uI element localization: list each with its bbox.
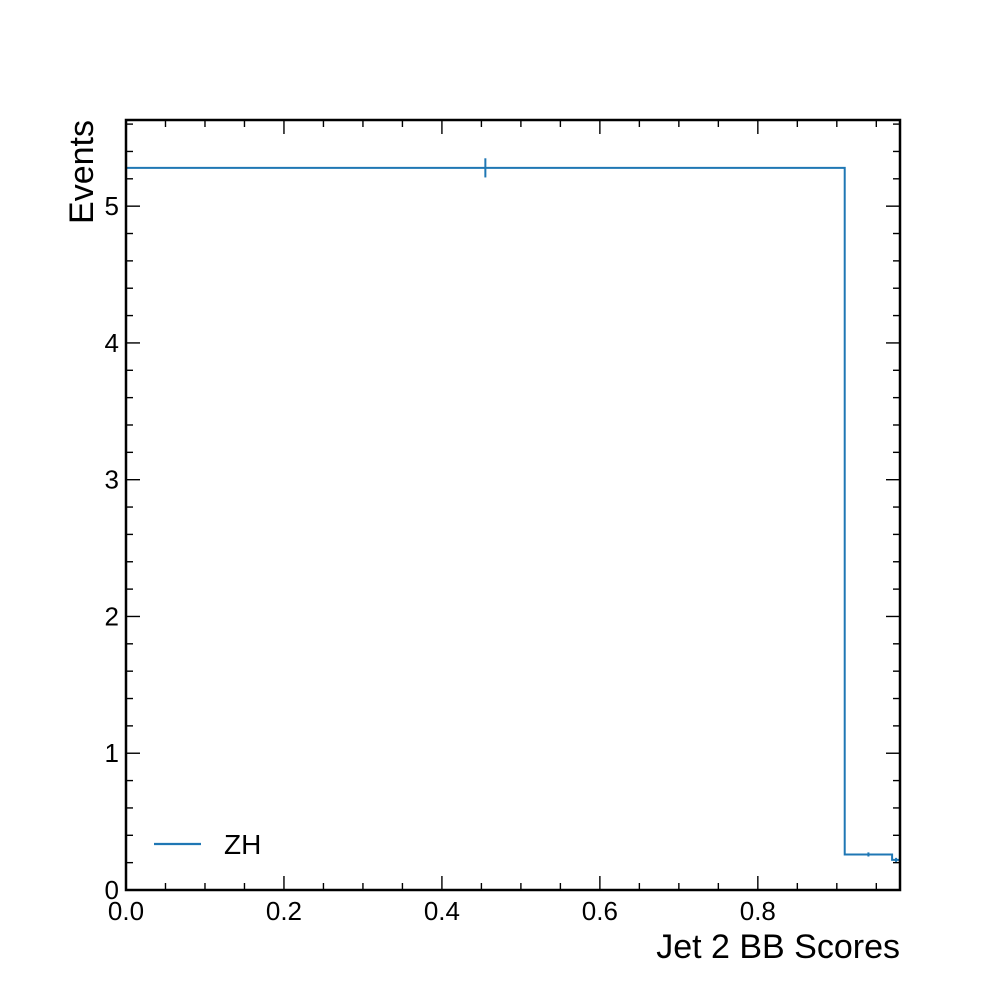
x-tick-label: 0.2 xyxy=(266,896,302,926)
x-tick-label: 0.6 xyxy=(582,896,618,926)
plot-frame xyxy=(124,118,902,892)
y-tick-label: 0 xyxy=(105,875,119,905)
series-zh-step-line xyxy=(126,166,900,861)
y-tick-label: 5 xyxy=(105,191,119,221)
x-tick-label: 0.8 xyxy=(740,896,776,926)
x-tick-label: 0.0 xyxy=(108,896,144,926)
y-axis-title: Events xyxy=(63,120,101,224)
x-tick-labels: 0.0 0.2 0.4 0.6 0.8 xyxy=(108,896,776,926)
y-tick-label: 1 xyxy=(105,738,119,768)
legend-label-zh: ZH xyxy=(224,829,261,860)
axis-ticks xyxy=(125,120,900,891)
legend: ZH xyxy=(154,829,261,860)
y-tick-label: 2 xyxy=(105,601,119,631)
y-tick-label: 3 xyxy=(105,465,119,495)
series-layer xyxy=(126,158,900,862)
y-tick-labels: 0 1 2 3 4 5 xyxy=(105,191,119,905)
x-tick-label: 0.4 xyxy=(424,896,460,926)
x-axis-title: Jet 2 BB Scores xyxy=(656,928,900,966)
y-tick-label: 4 xyxy=(105,328,119,358)
